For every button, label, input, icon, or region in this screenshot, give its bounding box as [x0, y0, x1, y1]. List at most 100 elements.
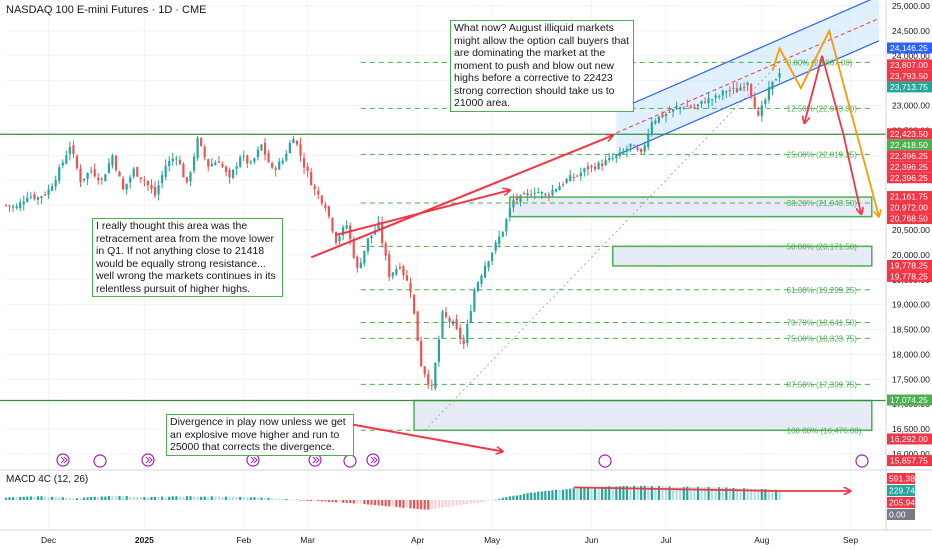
candle-body [632, 145, 636, 147]
candle-body [466, 323, 469, 343]
candle-body [469, 311, 472, 323]
candle-body [444, 312, 448, 317]
macd-histogram-bar [26, 496, 29, 500]
candle-body [576, 175, 579, 177]
macd-histogram-bar [703, 487, 707, 500]
candle-body [416, 311, 419, 341]
macd-histogram-bar [75, 498, 79, 500]
time-axis-label: Feb [236, 535, 251, 545]
candle-body [569, 175, 572, 181]
candle-body [640, 148, 643, 153]
macd-histogram-bar [682, 487, 685, 500]
candle-body [334, 232, 338, 243]
macd-histogram-bar [285, 498, 288, 500]
macd-histogram-bar [707, 486, 710, 500]
macd-histogram-bar [398, 500, 401, 508]
price-tag [887, 455, 932, 467]
macd-histogram-bar [441, 500, 444, 508]
candle-body [217, 161, 221, 163]
macd-histogram-bar [657, 486, 661, 500]
candle-body [391, 272, 394, 277]
macd-histogram-bar [469, 500, 472, 504]
macd-value-tag [887, 473, 915, 484]
macd-histogram-bar [686, 486, 689, 500]
candle-body [65, 155, 68, 164]
candle-body [263, 142, 267, 155]
candle-body [505, 219, 508, 232]
channel-upper-line [616, 0, 872, 112]
macd-histogram-bar [554, 489, 558, 500]
candle-body [189, 172, 192, 182]
time-axis-label: Apr [411, 535, 424, 545]
candle-body [43, 194, 47, 196]
macd-histogram-bar [767, 489, 771, 500]
macd-histogram-bar [423, 500, 426, 510]
macd-value-label: 205.94 [889, 498, 915, 508]
candle-body [249, 162, 252, 164]
macd-histogram-bar [36, 496, 40, 500]
macd-histogram-bar [246, 497, 249, 500]
macd-histogram-bar [161, 496, 164, 500]
price-tag [887, 128, 932, 140]
macd-histogram-bar [253, 497, 256, 500]
macd-histogram-bar [519, 494, 522, 500]
macd-histogram-bar [299, 500, 302, 501]
macd-histogram-bar [750, 488, 753, 500]
candle-body [629, 143, 632, 147]
candle-body [742, 87, 746, 89]
time-axis-label: Jul [661, 535, 672, 545]
event-marker-icon [598, 454, 612, 468]
candle-body [228, 169, 231, 178]
macd-histogram-bar [632, 485, 636, 500]
macd-histogram-bar [61, 497, 64, 500]
macd-histogram-bar [168, 496, 171, 500]
candle-body [508, 208, 511, 218]
candle-body [558, 185, 561, 191]
macd-histogram-bar [622, 486, 625, 500]
candle-body [398, 266, 401, 269]
price-tick-label: 24,500.00 [892, 26, 930, 36]
macd-histogram-bar [182, 496, 185, 500]
price-tick-label: 20,000.00 [892, 250, 930, 260]
candle-body [643, 145, 646, 152]
price-tag [887, 70, 932, 82]
candle-body [324, 204, 327, 209]
candle-body [310, 172, 313, 186]
candle-body [33, 194, 36, 200]
candle-body [384, 243, 387, 256]
macd-histogram-bar [256, 497, 260, 500]
macd-histogram-bar [207, 496, 210, 500]
candle-body [473, 289, 476, 312]
candle-body [207, 159, 210, 167]
macd-histogram-bar [625, 485, 629, 500]
macd-histogram-bar [274, 498, 277, 500]
candle-body [707, 98, 710, 104]
candle-body [412, 294, 416, 314]
candle-body [150, 185, 153, 190]
price-tag-label: 21,161.75 [890, 192, 928, 202]
macd-histogram-bar [491, 500, 494, 501]
macd-histogram-bar [444, 500, 448, 508]
candle-body [274, 168, 277, 171]
candle-body [491, 252, 494, 262]
candle-body [51, 186, 54, 191]
candle-body [434, 362, 437, 389]
macd-histogram-bar [373, 500, 377, 506]
candle-body [544, 193, 547, 195]
channel-mid-line [616, 17, 880, 134]
candle-body [583, 168, 586, 172]
macd-histogram-bar [224, 496, 228, 500]
macd-histogram-bar [214, 496, 217, 500]
candle-body [349, 225, 352, 240]
candle-body [331, 218, 334, 232]
macd-histogram-bar [359, 500, 362, 504]
macd-histogram-bar [4, 497, 8, 500]
candle-body [519, 195, 522, 203]
candle-body [302, 158, 306, 168]
fib-level-label: 100.00% (16,476.00) [787, 426, 862, 435]
macd-histogram-bar [82, 497, 86, 500]
macd-histogram-bar [742, 488, 746, 500]
macd-histogram-bar [402, 500, 405, 509]
macd-value-tag [887, 485, 915, 496]
candle-body [381, 222, 384, 243]
